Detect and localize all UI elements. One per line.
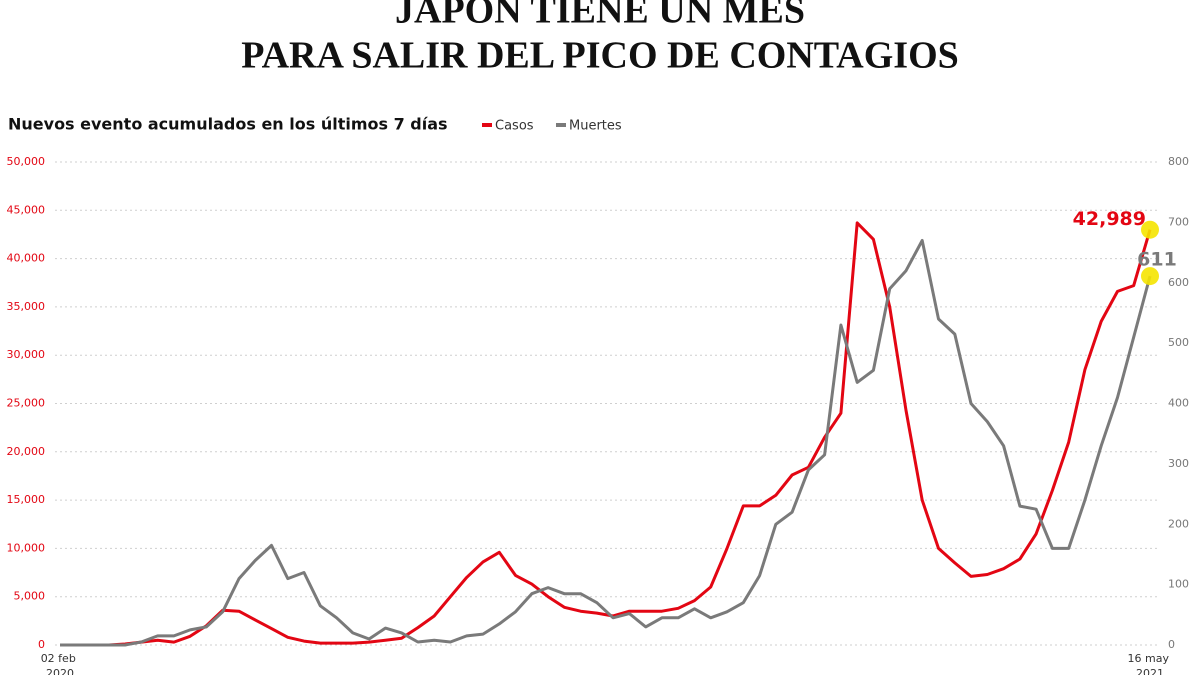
legend-label: Muertes [569,119,622,134]
legend-swatch [482,123,492,127]
y-tick-label: 25,000 [7,397,46,410]
y-tick-label: 35,000 [7,300,46,313]
y2-tick-label: 300 [1168,457,1189,470]
y2-tick-label: 100 [1168,578,1189,591]
x-tick-label-line: 2020 [46,667,74,675]
chart-title: JAPÓN TIENE UN MES [395,0,805,32]
value-label: 611 [1137,249,1177,271]
y-tick-label: 10,000 [7,541,46,554]
x-tick-label: 16 may 2021 [1128,652,1173,675]
y-tick-label: 0 [38,638,45,651]
y-tick-label: 40,000 [7,252,46,265]
series-line [60,239,1152,647]
legend-swatch [556,123,566,127]
y2-tick-label: 500 [1168,336,1189,349]
series-line [60,221,1152,647]
chart-title: PARA SALIR DEL PICO DE CONTAGIOS [241,35,959,77]
chart-subtitle: Nuevos evento acumulados en los últimos … [8,115,448,134]
y2-tick-label: 400 [1168,397,1189,410]
x-tick-label: 02 feb 2020 [41,652,80,675]
y-tick-label: 15,000 [7,493,46,506]
legend-label: Casos [495,119,534,134]
y-tick-label: 20,000 [7,445,46,458]
x-tick-label-line: 2021 [1136,667,1164,675]
x-tick-label-line: 16 may [1128,652,1173,665]
y2-tick-label: 600 [1168,276,1189,289]
y-tick-label: 5,000 [14,590,46,603]
y2-tick-label: 800 [1168,155,1189,168]
end-marker [1141,267,1159,286]
end-marker [1141,220,1159,239]
value-label: 42,989 [1073,208,1146,230]
y-tick-label: 45,000 [7,203,46,216]
y2-tick-label: 0 [1168,638,1175,651]
y-tick-label: 50,000 [7,155,46,168]
y2-tick-label: 200 [1168,517,1189,530]
x-tick-label-line: 02 feb [41,652,80,665]
y2-tick-label: 700 [1168,215,1189,228]
y-tick-label: 30,000 [7,348,46,361]
